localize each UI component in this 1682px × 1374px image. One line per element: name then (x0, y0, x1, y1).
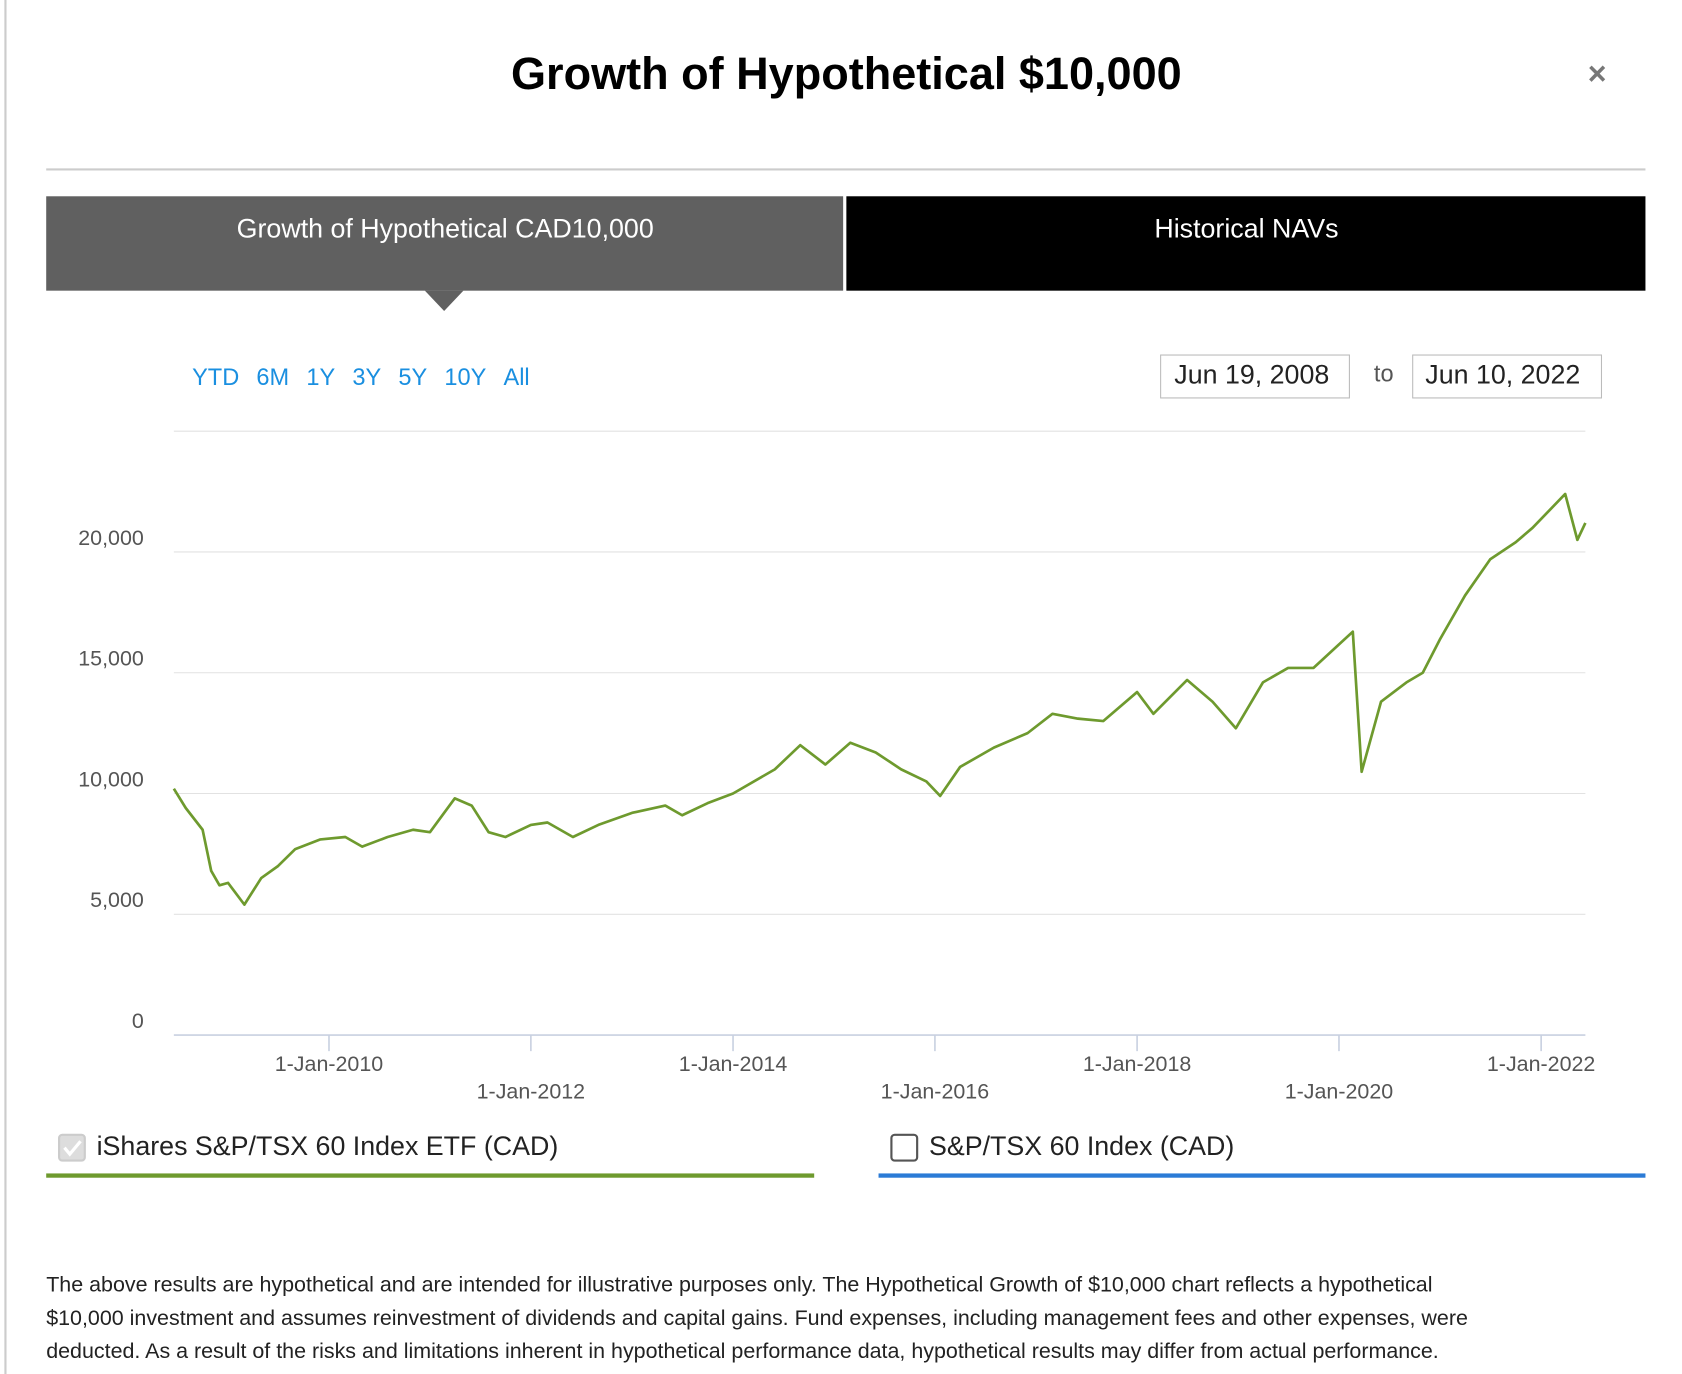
range-button[interactable]: 5Y (398, 364, 427, 390)
legend-label: S&P/TSX 60 Index (CAD) (929, 1131, 1234, 1161)
disclaimer: The above results are hypothetical and a… (46, 1273, 1468, 1364)
range-button[interactable]: 10Y (444, 364, 486, 390)
range-button[interactable]: All (503, 364, 529, 390)
range-button[interactable]: 6M (256, 364, 289, 390)
legend-underline (878, 1173, 1646, 1178)
date-from[interactable]: Jun 19, 2008 (1174, 360, 1329, 390)
series-line (172, 492, 1587, 906)
close-button[interactable]: × (1588, 56, 1607, 92)
tab-label[interactable]: Historical NAVs (1154, 214, 1338, 244)
y-tick-label: 20,000 (78, 526, 144, 550)
date-input[interactable] (1160, 354, 1350, 399)
tab-active[interactable] (46, 196, 844, 291)
checkbox[interactable] (890, 1133, 919, 1162)
x-tick-label: 1-Jan-2014 (679, 1052, 788, 1076)
tab-label[interactable]: Growth of Hypothetical CAD10,000 (237, 214, 654, 244)
tab-pointer (424, 290, 464, 312)
date-separator: to (1374, 361, 1394, 387)
y-tick-label: 15,000 (78, 647, 144, 671)
y-tick-label: 5,000 (90, 888, 144, 912)
date-input[interactable] (1412, 354, 1603, 399)
range-button[interactable]: 1Y (306, 364, 335, 390)
disclaimer-line: $10,000 investment and assumes reinvestm… (46, 1306, 1468, 1330)
x-tick-label: 1-Jan-2020 (1285, 1080, 1394, 1104)
plot: 0 5,000 10,000 15,000 20,000 1-Jan-2010 1-Jan-… (78, 430, 1595, 1104)
x-tick-label: 1-Jan-2022 (1487, 1052, 1595, 1076)
checkbox[interactable] (58, 1133, 86, 1162)
disclaimer-line: The above results are hypothetical and a… (46, 1273, 1432, 1297)
y-tick-label: 0 (132, 1009, 144, 1033)
x-tick-label: 1-Jan-2018 (1083, 1052, 1191, 1076)
range-button[interactable]: YTD (192, 364, 239, 390)
x-tick-label: 1-Jan-2016 (881, 1080, 989, 1104)
range-buttons: YTD 6M 1Y 3Y 5Y 10Y All (192, 364, 530, 390)
tab[interactable] (846, 196, 1646, 291)
y-tick-label: 10,000 (78, 767, 144, 791)
x-tick-label: 1-Jan-2010 (275, 1052, 384, 1076)
legend: iShares S&P/TSX 60 Index ETF (CAD) S&P/TS… (46, 1131, 1646, 1178)
checkmark (63, 1140, 82, 1157)
range-button[interactable]: 3Y (352, 364, 381, 390)
x-tick-label: 1-Jan-2012 (477, 1080, 585, 1104)
modal-title: Growth of Hypothetical $10,000 (511, 48, 1182, 99)
disclaimer-line: deducted. As a result of the risks and l… (46, 1339, 1439, 1363)
legend-underline (46, 1173, 815, 1178)
left-edge (4, 0, 7, 1374)
legend-label: iShares S&P/TSX 60 Index ETF (CAD) (97, 1131, 559, 1161)
date-to[interactable]: Jun 10, 2022 (1425, 360, 1580, 390)
